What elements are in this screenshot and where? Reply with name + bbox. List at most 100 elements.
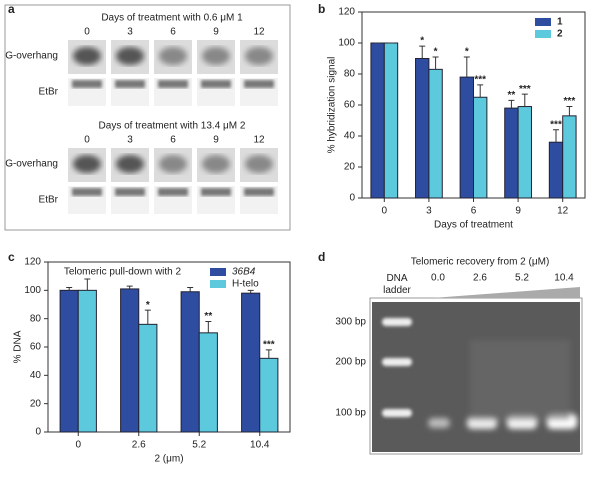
y-tick-label: 0 <box>349 193 355 204</box>
error-bar <box>553 129 560 143</box>
x-tick-label: 3 <box>426 206 432 217</box>
panel-label: d <box>318 250 325 264</box>
y-axis-label: % hybridization signal <box>327 57 338 154</box>
day-label: 12 <box>253 135 265 146</box>
row-label: G-overhang <box>5 159 58 170</box>
x-axis-label: Days of treatment <box>434 220 513 231</box>
error-bar <box>247 289 254 294</box>
gel-signal <box>202 155 230 173</box>
y-tick-label: 60 <box>344 100 356 111</box>
significance: *** <box>564 96 576 107</box>
error-bar <box>84 278 91 291</box>
gel-signal <box>159 47 187 65</box>
error-bar <box>463 56 470 78</box>
legend-swatch <box>210 268 226 276</box>
error-bar <box>521 93 528 107</box>
significance: ** <box>508 90 516 101</box>
panel-label: b <box>318 2 325 16</box>
error-bar <box>126 285 133 289</box>
y-axis-label: % DNA <box>13 330 24 363</box>
y-tick-label: 0 <box>35 427 41 438</box>
y-tick-label: 40 <box>30 370 42 381</box>
bar <box>138 323 158 433</box>
chart-title: Telomeric pull-down with 2 <box>64 267 182 278</box>
x-tick-label: 2.6 <box>132 440 146 451</box>
gel-band <box>72 80 102 88</box>
day-label: 9 <box>213 27 219 38</box>
ladder <box>382 318 412 417</box>
bar <box>459 76 474 199</box>
error-bar <box>508 99 515 109</box>
day-label: 6 <box>170 27 176 38</box>
day-label: 3 <box>127 135 133 146</box>
x-tick-label: 10.4 <box>250 440 270 451</box>
gel-title: Telomeric recovery from 2 (μM) <box>411 257 550 268</box>
bar <box>517 106 532 199</box>
gel-band <box>158 80 188 88</box>
x-tick-label: 6 <box>471 206 477 217</box>
significance: ** <box>204 311 212 322</box>
error-bar <box>205 321 212 333</box>
y-tick-label: 20 <box>344 162 356 173</box>
error-bar <box>144 309 151 325</box>
error-bar <box>187 287 194 292</box>
row-label: EtBr <box>39 87 59 98</box>
gel-band <box>115 188 145 196</box>
day-label: 6 <box>170 135 176 146</box>
y-tick-label: 80 <box>344 69 356 80</box>
bar <box>77 289 97 433</box>
gel-title: Days of treatment with 0.6 μM 1 <box>101 13 243 24</box>
row-label: G-overhang <box>5 51 58 62</box>
significance: *** <box>519 84 531 95</box>
error-bar <box>265 349 272 359</box>
day-label: 3 <box>127 27 133 38</box>
gel-band <box>158 188 188 196</box>
gel-signal <box>73 155 101 173</box>
gel-band <box>72 188 102 196</box>
gel-signal <box>202 47 230 65</box>
panel-label: c <box>8 250 15 264</box>
y-tick-label: 40 <box>344 131 356 142</box>
x-tick-label: 9 <box>515 206 521 217</box>
gel-signal <box>159 155 187 173</box>
lane-label: 0.0 <box>431 273 445 284</box>
bar <box>473 96 488 199</box>
legend-label: H-telo <box>232 279 259 290</box>
x-tick-label: 12 <box>557 206 569 217</box>
bar <box>504 107 519 199</box>
x-axis-label: 2 (μm) <box>154 454 183 465</box>
bar <box>59 289 79 433</box>
y-tick-label: 100 <box>24 285 41 296</box>
significance: *** <box>550 119 562 130</box>
size-label: 100 bp <box>335 408 366 419</box>
gel-title: Days of treatment with 13.4 μM 2 <box>99 121 246 132</box>
error-bar <box>66 287 73 291</box>
x-tick-label: 0 <box>75 440 81 451</box>
panel-label: a <box>8 2 15 16</box>
y-tick-label: 120 <box>338 7 355 18</box>
x-tick-label: 0 <box>382 206 388 217</box>
bar <box>562 115 577 199</box>
gel-band <box>201 80 231 88</box>
bar <box>241 292 261 433</box>
size-label: 300 bp <box>335 317 366 328</box>
significance: *** <box>263 339 275 350</box>
y-tick-label: 120 <box>24 257 41 268</box>
gel-signal <box>116 47 144 65</box>
significance: * <box>146 300 150 311</box>
ladder-label: DNA ladder <box>383 273 411 296</box>
lane-label: 10.4 <box>554 273 574 284</box>
bar <box>198 332 218 433</box>
y-tick-label: 100 <box>338 38 355 49</box>
bar <box>180 291 200 433</box>
day-label: 12 <box>253 27 265 38</box>
day-label: 9 <box>213 135 219 146</box>
bar <box>370 42 385 199</box>
y-tick-label: 60 <box>30 342 42 353</box>
significance: * <box>420 36 424 47</box>
gel-signal <box>73 47 101 65</box>
gel-band <box>201 188 231 196</box>
legend-label: 2 <box>557 29 563 40</box>
gel-signal <box>116 155 144 173</box>
